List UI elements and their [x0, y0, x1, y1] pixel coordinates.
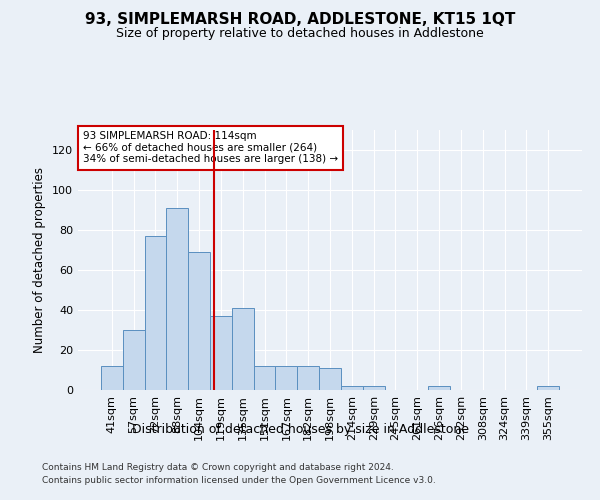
- Bar: [537, 386, 559, 390]
- Bar: [341, 386, 363, 390]
- Text: Contains HM Land Registry data © Crown copyright and database right 2024.: Contains HM Land Registry data © Crown c…: [42, 464, 394, 472]
- Bar: [166, 208, 188, 390]
- Bar: [188, 252, 210, 390]
- Bar: [145, 236, 166, 390]
- Bar: [123, 330, 145, 390]
- Bar: [363, 386, 385, 390]
- Text: 93 SIMPLEMARSH ROAD: 114sqm
← 66% of detached houses are smaller (264)
34% of se: 93 SIMPLEMARSH ROAD: 114sqm ← 66% of det…: [83, 132, 338, 164]
- Bar: [319, 368, 341, 390]
- Bar: [210, 316, 232, 390]
- Bar: [275, 366, 297, 390]
- Bar: [232, 308, 254, 390]
- Y-axis label: Number of detached properties: Number of detached properties: [34, 167, 46, 353]
- Bar: [297, 366, 319, 390]
- Bar: [101, 366, 123, 390]
- Bar: [428, 386, 450, 390]
- Text: Distribution of detached houses by size in Addlestone: Distribution of detached houses by size …: [131, 422, 469, 436]
- Bar: [254, 366, 275, 390]
- Text: Size of property relative to detached houses in Addlestone: Size of property relative to detached ho…: [116, 28, 484, 40]
- Text: 93, SIMPLEMARSH ROAD, ADDLESTONE, KT15 1QT: 93, SIMPLEMARSH ROAD, ADDLESTONE, KT15 1…: [85, 12, 515, 28]
- Text: Contains public sector information licensed under the Open Government Licence v3: Contains public sector information licen…: [42, 476, 436, 485]
